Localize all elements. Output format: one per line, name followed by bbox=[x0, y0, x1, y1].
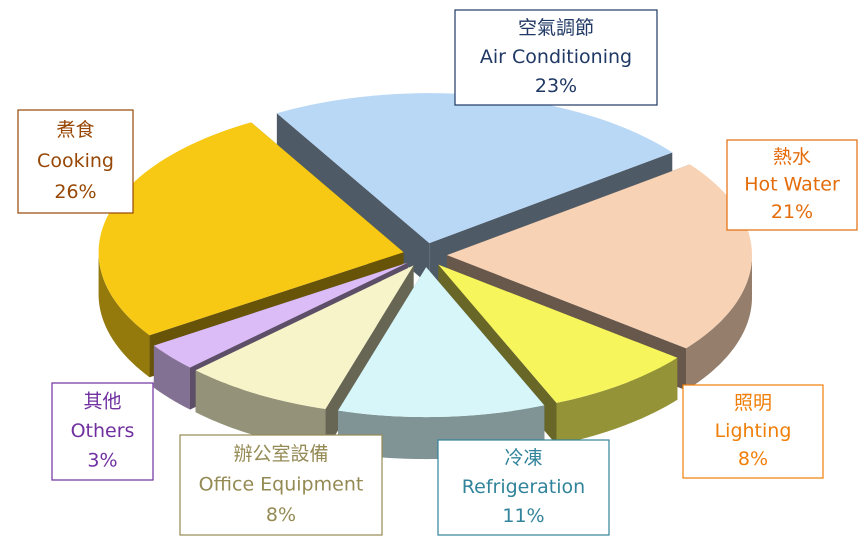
label-box bbox=[726, 139, 858, 231]
label-value: 8% bbox=[738, 448, 768, 470]
label-name-zh: 煮食 bbox=[56, 119, 94, 141]
label-value: 26% bbox=[54, 181, 96, 203]
label-name-zh: 照明 bbox=[734, 392, 772, 414]
slice-wall bbox=[98, 252, 150, 378]
slice-label: 辦公室設備 Office Equipment 8% bbox=[179, 434, 383, 536]
slice-wall bbox=[195, 370, 326, 451]
slice-wall bbox=[556, 357, 678, 445]
label-box bbox=[51, 382, 154, 481]
slice-wall bbox=[686, 255, 752, 391]
label-name-zh: 冷凍 bbox=[504, 447, 542, 469]
slice-label: 其他 Others 3% bbox=[51, 382, 154, 481]
pie-slice bbox=[337, 267, 545, 418]
label-name-zh: 辦公室設備 bbox=[233, 443, 328, 465]
label-value: 21% bbox=[771, 201, 813, 223]
label-name-zh: 空氣調節 bbox=[518, 17, 594, 39]
slice-label: 冷凍 Refrigeration 11% bbox=[437, 439, 610, 536]
pie-slice bbox=[98, 122, 404, 336]
label-name: Cooking bbox=[37, 150, 114, 172]
label-box bbox=[454, 9, 658, 106]
label-name: Others bbox=[71, 420, 135, 442]
label-name-zh: 其他 bbox=[83, 391, 121, 413]
pie-slice bbox=[276, 93, 673, 244]
label-value: 11% bbox=[502, 505, 544, 527]
label-name-zh: 熱水 bbox=[773, 146, 811, 168]
slice-side bbox=[153, 262, 408, 388]
slice-group bbox=[195, 265, 414, 451]
slice-wall bbox=[153, 345, 190, 410]
pie-slice bbox=[153, 262, 408, 368]
label-name: Hot Water bbox=[744, 174, 840, 196]
label-box bbox=[179, 434, 383, 536]
slice-label: 煮食 Cooking 26% bbox=[17, 109, 134, 214]
label-value: 3% bbox=[87, 449, 117, 471]
label-box bbox=[437, 439, 610, 536]
label-name: Lighting bbox=[715, 420, 792, 442]
label-name: Air Conditioning bbox=[480, 46, 632, 68]
pie-slice bbox=[446, 164, 752, 349]
label-box bbox=[17, 109, 134, 214]
label-box bbox=[682, 384, 824, 479]
slice-label: 空氣調節 Air Conditioning 23% bbox=[454, 9, 658, 106]
slice-label: 熱水 Hot Water 21% bbox=[726, 139, 858, 231]
pie-slice bbox=[195, 265, 414, 409]
slice-label: 照明 Lighting 8% bbox=[682, 384, 824, 479]
slice-group bbox=[337, 267, 545, 460]
label-name: Office Equipment bbox=[199, 474, 364, 496]
label-value: 8% bbox=[266, 504, 296, 526]
label-name: Refrigeration bbox=[462, 476, 585, 498]
label-value: 23% bbox=[535, 75, 577, 97]
pie-slice bbox=[438, 264, 678, 403]
